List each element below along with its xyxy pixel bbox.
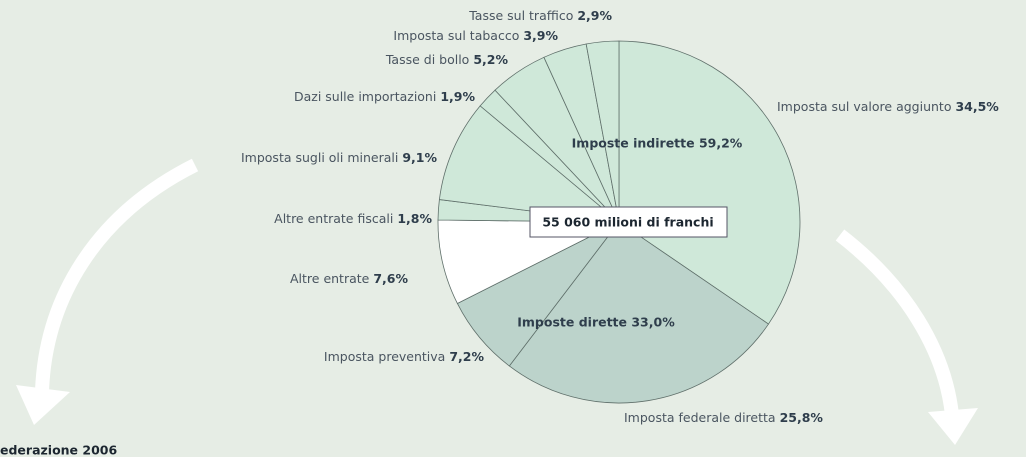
slice-value: 5,2% <box>473 52 508 67</box>
total-box <box>529 206 728 238</box>
pie <box>437 40 801 404</box>
pie-slice <box>508 221 770 404</box>
slice-label: Altre entrate 7,6% <box>290 271 408 286</box>
group-label: Imposte dirette 33,0% <box>517 315 675 330</box>
arrow-left <box>35 158 199 393</box>
slice-label: Imposta preventiva 7,2% <box>324 349 485 364</box>
slice-name: Imposta preventiva <box>324 349 445 364</box>
slice-label: Tasse di bollo 5,2% <box>385 52 509 67</box>
slice-name: Imposta sugli oli minerali <box>241 150 398 165</box>
pie-slice <box>585 40 620 223</box>
slice-value: 7,6% <box>373 271 408 286</box>
arrow-right <box>835 229 959 416</box>
pie-slice <box>438 105 621 223</box>
slice-label: Altre entrate fiscali 1,8% <box>274 211 432 226</box>
slice-value: 1,8% <box>397 211 432 226</box>
pie-slice <box>618 40 801 325</box>
slice-value: 1,9% <box>440 89 475 104</box>
slice-value: 9,1% <box>402 150 437 165</box>
slice-name: Altre entrate fiscali <box>274 211 393 226</box>
slice-name: Imposta sul valore aggiunto <box>777 99 951 114</box>
slice-value: 2,9% <box>577 8 612 23</box>
footer-title: ederazione 2006 <box>0 443 117 457</box>
slice-name: Imposta sul tabacco <box>393 28 519 43</box>
arrow-left-head <box>16 385 70 425</box>
slice-name: Dazi sulle importazioni <box>294 89 436 104</box>
slice-value: 3,9% <box>523 28 558 43</box>
total-label: 55 060 milioni di franchi <box>542 215 713 230</box>
slice-name: Tasse sul traffico <box>468 8 573 23</box>
slice-label: Imposta sugli oli minerali 9,1% <box>241 150 437 165</box>
slice-name: Altre entrate <box>290 271 370 286</box>
arrow-right-head <box>928 408 978 445</box>
slice-name: Imposta federale diretta <box>624 410 776 425</box>
slice-label: Imposta sul tabacco 3,9% <box>393 28 558 43</box>
slice-value: 7,2% <box>449 349 484 364</box>
slice-label: Dazi sulle importazioni 1,9% <box>294 89 475 104</box>
group-label: Imposte indirette 59,2% <box>572 136 743 151</box>
slice-name: Tasse di bollo <box>385 52 469 67</box>
slice-label: Tasse sul traffico 2,9% <box>468 8 612 23</box>
slice-label: Imposta sul valore aggiunto 34,5% <box>777 99 999 114</box>
slice-value: 25,8% <box>780 410 824 425</box>
slice-value: 34,5% <box>955 99 999 114</box>
slice-label: Imposta federale diretta 25,8% <box>624 410 823 425</box>
